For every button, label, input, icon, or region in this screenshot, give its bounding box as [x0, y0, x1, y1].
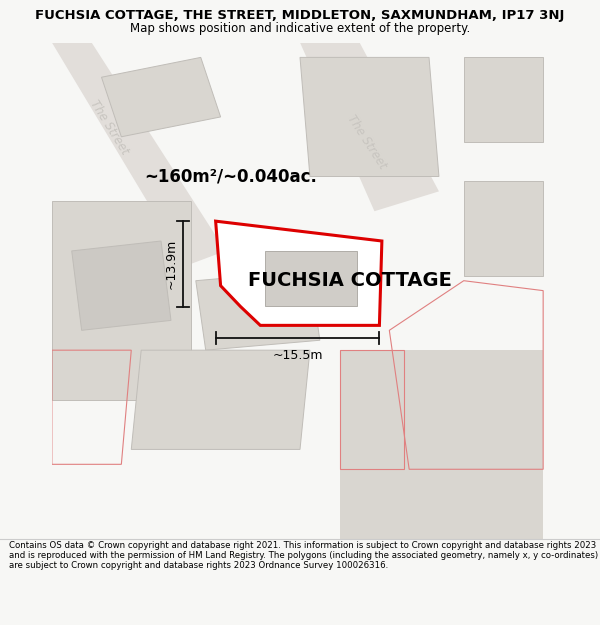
Polygon shape: [300, 58, 439, 176]
Text: ~13.9m: ~13.9m: [164, 239, 178, 289]
Polygon shape: [464, 181, 543, 276]
Text: FUCHSIA COTTAGE: FUCHSIA COTTAGE: [248, 271, 452, 290]
Text: Map shows position and indicative extent of the property.: Map shows position and indicative extent…: [130, 22, 470, 35]
Polygon shape: [52, 201, 191, 400]
Polygon shape: [340, 350, 543, 539]
Text: ~15.5m: ~15.5m: [272, 349, 323, 362]
Polygon shape: [215, 221, 382, 326]
Text: ~160m²/~0.040ac.: ~160m²/~0.040ac.: [144, 168, 317, 186]
Polygon shape: [52, 42, 226, 266]
Polygon shape: [101, 58, 221, 137]
Polygon shape: [265, 251, 357, 306]
Polygon shape: [131, 350, 310, 449]
Text: Contains OS data © Crown copyright and database right 2021. This information is : Contains OS data © Crown copyright and d…: [9, 541, 598, 571]
Text: FUCHSIA COTTAGE, THE STREET, MIDDLETON, SAXMUNDHAM, IP17 3NJ: FUCHSIA COTTAGE, THE STREET, MIDDLETON, …: [35, 9, 565, 21]
Polygon shape: [300, 42, 439, 211]
Polygon shape: [72, 241, 171, 331]
Polygon shape: [196, 271, 320, 350]
Text: The Street: The Street: [87, 98, 131, 156]
Text: The Street: The Street: [345, 112, 389, 171]
Polygon shape: [464, 58, 543, 142]
